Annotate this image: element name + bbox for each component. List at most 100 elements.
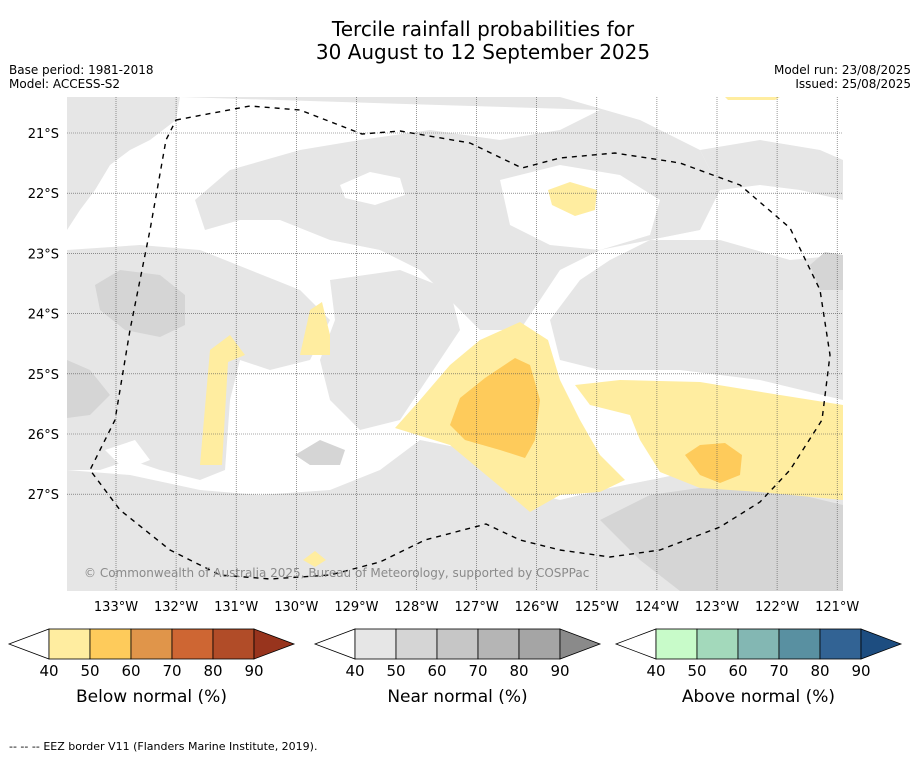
colorbar-segment (436, 628, 479, 660)
latitude-label: 24°S (28, 308, 59, 323)
near-normal-strong-region-west (95, 270, 185, 337)
colorbar-segment (171, 628, 214, 660)
latitude-label: 27°S (28, 488, 59, 503)
colorbar-max-extension (253, 628, 296, 660)
longitude-label: 121°W (815, 600, 859, 615)
colorbar-min-extension (614, 628, 657, 660)
colorbar-min-extension (7, 628, 50, 660)
title-line-2: 30 August to 12 September 2025 (315, 40, 651, 64)
colorbar-segment (819, 628, 862, 660)
model-name: Model: ACCESS-S2 (9, 77, 121, 91)
longitude-label: 128°W (394, 600, 438, 615)
colorbar-segment (354, 628, 397, 660)
colorbar-tick-label: 90 (851, 662, 870, 680)
near-normal-strong-regions (67, 252, 843, 591)
colorbar-segment (212, 628, 255, 660)
below-normal-region-north (548, 182, 597, 216)
latitude-label: 23°S (28, 247, 59, 262)
near-normal-region-east-north (700, 140, 843, 200)
graticule (67, 97, 843, 591)
colorbar-title: Above normal (%) (682, 687, 835, 707)
eez-border (89, 105, 831, 580)
colorbar-tick-label: 90 (244, 662, 263, 680)
colorbar-segment (48, 628, 91, 660)
longitude-label: 129°W (334, 600, 378, 615)
below-normal-strong-region-east (685, 443, 742, 483)
colorbar-segment (477, 628, 520, 660)
model-run: Model run: 23/08/2025 (773, 63, 911, 77)
no-signal-region-1 (340, 172, 405, 205)
near-normal-strong-region-south-east (600, 485, 843, 591)
below-normal-strong-region-central (450, 358, 540, 458)
colorbar-tick-label: 70 (468, 662, 487, 680)
latitude-labels: 21°S 22°S 23°S 24°S 25°S 26°S 27°S (28, 127, 59, 503)
colorbar-tick-label: 80 (203, 662, 222, 680)
colorbar-tick-label: 70 (769, 662, 788, 680)
eez-legend-text: EEZ border V11 (Flanders Marine Institut… (43, 740, 318, 753)
issued-date: Issued: 25/08/2025 (795, 77, 911, 91)
below-normal-colorbar: 40 50 60 70 80 90 Below normal (%) (7, 628, 296, 707)
colorbar-min-extension (313, 628, 356, 660)
colorbar-tick-label: 80 (810, 662, 829, 680)
colorbar-segment (518, 628, 561, 660)
colorbar-tick-label: 90 (550, 662, 569, 680)
colorbar-tick-label: 40 (39, 662, 58, 680)
near-normal-strong-region-far-west (67, 360, 110, 418)
latitude-label: 21°S (28, 127, 59, 142)
colorbar-segment (89, 628, 132, 660)
map-title: Tercile rainfall probabilities for 30 Au… (0, 18, 919, 64)
longitude-label: 126°W (515, 600, 559, 615)
near-normal-colorbar: 40 50 60 70 80 90 Near normal (%) (313, 628, 602, 707)
above-normal-colorbar: 40 50 60 70 80 90 Above normal (%) (614, 628, 903, 707)
colorbar-tick-label: 40 (345, 662, 364, 680)
colorbar-tick-label: 50 (386, 662, 405, 680)
colorbar-tick-label: 50 (687, 662, 706, 680)
near-normal-strong-region-south-central (295, 440, 345, 465)
colorbar-tick-label: 80 (509, 662, 528, 680)
meta-left: Base period: 1981-2018 Model: ACCESS-S2 (9, 63, 154, 91)
colorbar-max-extension (559, 628, 602, 660)
latitude-label: 26°S (28, 428, 59, 443)
colorbar-tick-label: 50 (80, 662, 99, 680)
colorbar-segment (696, 628, 739, 660)
below-normal-region-east (575, 380, 843, 500)
below-normal-region-far-west (200, 335, 245, 465)
colorbar-tick-label: 40 (646, 662, 665, 680)
colorbar-max-extension (860, 628, 903, 660)
below-normal-strong-regions (450, 358, 742, 483)
near-normal-region-central-west (320, 270, 460, 430)
colorbar-segment (737, 628, 780, 660)
longitude-label: 124°W (635, 600, 679, 615)
below-normal-region-north-edge (725, 97, 780, 100)
colorbar-segment (395, 628, 438, 660)
colorbar-title: Near normal (%) (387, 687, 527, 707)
colorbar-segment (778, 628, 821, 660)
colorbar-tick-label: 60 (728, 662, 747, 680)
longitude-label: 130°W (274, 600, 318, 615)
eez-legend-symbol: -- -- -- (9, 740, 40, 753)
below-normal-region-west-strip (300, 302, 330, 355)
near-normal-region-east (550, 240, 843, 400)
colorbar-title: Below normal (%) (76, 687, 227, 707)
meta-right: Model run: 23/08/2025 Issued: 25/08/2025 (774, 63, 911, 91)
base-period: Base period: 1981-2018 (9, 63, 154, 77)
title-line-1: Tercile rainfall probabilities for (331, 17, 635, 41)
latitude-label: 25°S (28, 368, 59, 383)
copyright-text: © Commonwealth of Australia 2025, Bureau… (84, 566, 589, 580)
longitude-labels: 133°W 132°W 131°W 130°W 129°W 128°W 127°W 126°W… (94, 600, 860, 615)
longitude-label: 131°W (214, 600, 258, 615)
longitude-label: 122°W (755, 600, 799, 615)
colorbar-tick-label: 60 (427, 662, 446, 680)
near-normal-strong-region-north-east (810, 252, 843, 290)
colorbar-segment (130, 628, 173, 660)
latitude-label: 22°S (28, 187, 59, 202)
colorbar-tick-label: 60 (121, 662, 140, 680)
eez-legend: -- -- -- EEZ border V11 (Flanders Marine… (9, 740, 317, 753)
colorbars: 40 50 60 70 80 90 Below normal (%) 40 50 60 70 80 90… (7, 628, 903, 707)
colorbar-tick-label: 70 (162, 662, 181, 680)
longitude-label: 133°W (94, 600, 138, 615)
longitude-label: 125°W (575, 600, 619, 615)
longitude-label: 123°W (695, 600, 739, 615)
longitude-label: 127°W (455, 600, 499, 615)
